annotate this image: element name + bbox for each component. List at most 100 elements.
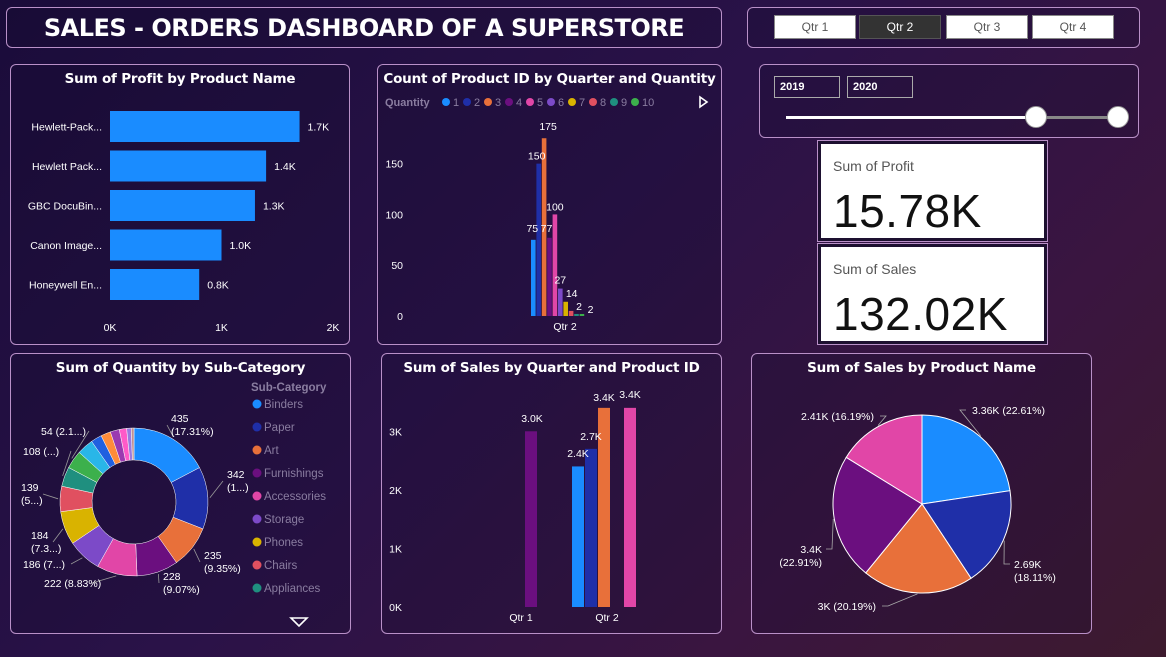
sales-by-quarter-panel: Sum of Sales by Quarter and Product ID 0… [381, 353, 722, 634]
count-bar [563, 301, 568, 316]
bar-data-label: 1.0K [230, 240, 252, 252]
donut-leader-line [62, 450, 72, 477]
profit-bar [110, 229, 222, 261]
count-by-quarter-title: Count of Product ID by Quarter and Quant… [383, 71, 716, 87]
y-tick-label: 3K [389, 426, 402, 438]
y-tick-label: 50 [391, 260, 403, 272]
pie-slice [921, 414, 1011, 505]
quarter-button-2[interactable]: Qtr 2 [859, 15, 941, 39]
quarter-slicer: Qtr 1 Qtr 2 Qtr 3 Qtr 4 [747, 7, 1140, 48]
slider-fill [786, 116, 1036, 119]
year-slider-panel: 2019 2020 [759, 64, 1139, 138]
profit-bar [110, 111, 300, 142]
donut-leader-line [42, 493, 59, 500]
quarter-button-4[interactable]: Qtr 4 [1032, 15, 1114, 39]
legend-entry: Paper [264, 422, 295, 434]
count-bar [579, 313, 585, 316]
legend-marker [252, 399, 262, 409]
legend-entry: 4 [516, 97, 522, 109]
profit-bar [110, 190, 255, 221]
donut-data-label: 184 [31, 530, 49, 542]
donut-leader-line [91, 575, 117, 584]
pie-data-label: 3.36K (22.61%) [972, 405, 1045, 417]
pie-slice [921, 490, 1012, 579]
sales-bar [624, 407, 636, 607]
donut-data-label: 228 [163, 571, 181, 583]
pie-data-label: 2.69K [1014, 559, 1041, 571]
legend-marker [610, 98, 618, 106]
pie-leader-line [877, 415, 887, 426]
donut-data-label: 186 (7...) [23, 559, 65, 571]
x-tick-label: 0K [104, 322, 117, 334]
sales-by-product-panel: Sum of Sales by Product Name 3.36K (22.6… [751, 353, 1092, 634]
quantity-by-subcategory-title: Sum of Quantity by Sub-Category [55, 360, 306, 376]
profit-card-value: 15.78K [833, 185, 982, 237]
pie-leader-line [826, 518, 834, 550]
pie-slice [845, 414, 923, 505]
legend-marker [252, 583, 262, 593]
quarter-button-1[interactable]: Qtr 1 [774, 15, 856, 39]
year-start-input[interactable]: 2019 [774, 76, 840, 98]
donut-data-label: (9.35%) [204, 563, 241, 575]
slider-handle-end[interactable] [1107, 106, 1129, 128]
pie-data-label: (22.91%) [779, 557, 822, 569]
y-tick-label: 150 [385, 159, 403, 171]
profit-bar [110, 150, 267, 182]
pie-leader-line [882, 593, 918, 607]
count-bar [531, 239, 536, 316]
legend-entry: 5 [537, 97, 543, 109]
donut-data-label: 435 [171, 413, 189, 425]
donut-leader-line [166, 424, 174, 438]
legend-marker [631, 98, 639, 106]
donut-slice [130, 427, 135, 461]
legend-marker [526, 98, 534, 106]
pie-slice [864, 503, 972, 594]
sales-bar [572, 466, 584, 607]
bar-data-label: 1.7K [308, 122, 330, 134]
x-category-label: Qtr 2 [595, 612, 618, 624]
quarter-button-3[interactable]: Qtr 3 [946, 15, 1028, 39]
sales-data-label: 3.0K [521, 413, 543, 425]
legend-entry: Phones [264, 537, 303, 549]
legend-marker [252, 537, 262, 547]
x-category-label: Qtr 2 [553, 321, 576, 333]
x-tick-label: 2K [327, 322, 340, 334]
sales-by-product-chart: 3.36K (22.61%) 2.69K(18.11%) 3K (20.19%) 3.… [779, 405, 1055, 613]
legend-entry: 2 [474, 97, 480, 109]
sales-data-label: 3.4K [593, 392, 615, 404]
sales-bar [598, 407, 610, 607]
count-bar [574, 313, 579, 316]
donut-data-label: (5...) [21, 495, 43, 507]
donut-data-label: 139 [21, 482, 39, 494]
sales-data-label: 3.4K [619, 389, 641, 401]
quantity-by-subcategory-panel: Sum of Quantity by Sub-Category 435 (17.3… [10, 353, 351, 634]
year-end-input[interactable]: 2020 [847, 76, 913, 98]
count-data-label: 77 [541, 223, 553, 235]
bar-category-label: Honeywell En... [29, 280, 102, 292]
sales-data-label: 2.4K [567, 448, 589, 460]
slider-handle-start[interactable] [1025, 106, 1047, 128]
profit-card: Sum of Profit 15.78K [817, 140, 1048, 242]
donut-data-label: 342 [227, 469, 245, 481]
donut-data-label: 235 [204, 550, 222, 562]
count-data-label: 175 [539, 121, 557, 133]
count-by-quarter-panel: Count of Product ID by Quarter and Quant… [377, 64, 722, 345]
x-tick-label: 1K [215, 322, 228, 334]
legend-entry: 10 [642, 97, 654, 109]
count-data-label: 14 [566, 288, 578, 300]
sales-card-value: 132.02K [833, 288, 1008, 340]
legend-marker [547, 98, 555, 106]
count-data-label: 2 [588, 304, 594, 316]
count-bar [568, 310, 574, 316]
count-bar [552, 214, 558, 316]
donut-leader-line [71, 430, 90, 459]
count-data-label: 75 [526, 223, 538, 235]
profit-by-product-title: Sum of Profit by Product Name [64, 71, 296, 87]
count-bar [547, 237, 552, 316]
legend-scroll-down-icon[interactable] [289, 617, 309, 628]
bar-data-label: 1.4K [274, 161, 296, 173]
count-bar [541, 138, 547, 316]
donut-data-label: (9.07%) [163, 584, 200, 596]
legend-marker [252, 445, 262, 455]
profit-card-label: Sum of Profit [833, 158, 914, 174]
